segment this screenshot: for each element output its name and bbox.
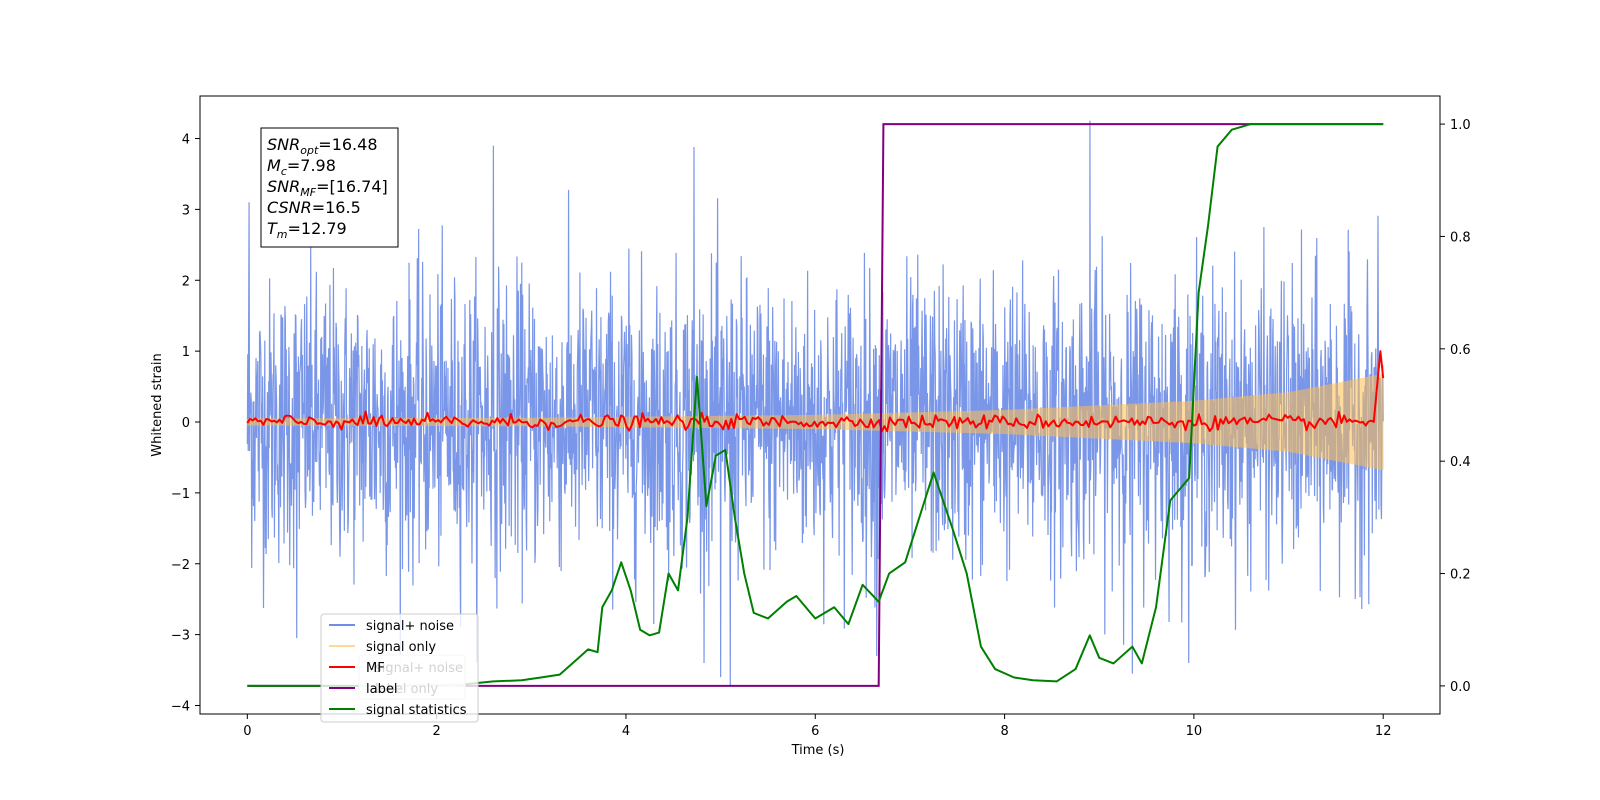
x-tick-label: 4 [622,724,630,739]
annotation-value: =7.98 [287,156,336,175]
plot-frame [199,95,1441,715]
series-signal-statistics [247,123,1384,687]
y-axis-right: 0.0 0.2 0.4 0.6 0.8 1.0 [1440,118,1471,695]
annotation-line: CSNR=16.5 [267,198,361,217]
y-tick-label-right: 0.6 [1450,343,1471,358]
annotation-subscript: MF [300,186,316,199]
y-tick-label-left: 0 [182,416,190,431]
x-axis-label: Time (s) [791,743,845,758]
annotation-symbol: M [267,156,281,175]
annotation-symbol: SNR [267,135,300,154]
annotation-value: =16.48 [318,135,377,154]
y-tick-label-left: 4 [182,133,190,148]
x-axis: 0 2 4 6 8 10 12 [243,714,1391,739]
annotation-value: =16.5 [312,198,361,217]
annotation-box: SNRopt=16.48Mc=7.98SNRMF=[16.74]CSNR=16.… [260,127,399,248]
x-tick-label: 2 [433,724,441,739]
annotation-symbol: CSNR [267,198,312,217]
annotation-subscript: opt [300,144,319,157]
annotation-line: SNRMF=[16.74] [267,177,388,199]
annotation-frame [260,127,399,248]
annotation-value: =[16.74] [316,177,388,196]
legend-label: signal+ noise [366,619,454,634]
y-tick-label-right: 0.2 [1450,568,1471,583]
annotation-value: =12.79 [288,219,347,238]
legend-label: MF [366,661,385,676]
x-tick-label: 12 [1375,724,1392,739]
x-tick-label: 6 [811,724,819,739]
plot-area [246,120,1385,687]
y-tick-label-right: 0.8 [1450,230,1471,245]
y-axis-label: Whitened strain [150,353,165,456]
annotation-symbol: T [267,219,278,238]
y-tick-label-right: 1.0 [1450,118,1471,133]
annotation-symbol: SNR [267,177,300,196]
annotation-line: SNRopt=16.48 [267,135,378,157]
legend-label: label [366,682,397,697]
y-tick-label-left: −1 [171,487,190,502]
y-tick-label-left: 3 [182,203,190,218]
y-tick-label-right: 0.4 [1450,455,1471,470]
annotation-line: Mc=7.98 [267,156,336,178]
legend-label: signal statistics [366,703,467,718]
y-tick-label-left: −4 [171,699,190,714]
annotation-subscript: c [281,165,287,178]
y-tick-label-left: 2 [182,274,190,289]
series-label [247,123,1384,687]
y-tick-label-left: −3 [171,629,190,644]
x-tick-label: 10 [1186,724,1203,739]
y-tick-label-left: −2 [171,558,190,573]
annotation-line: Tm=12.79 [267,219,347,241]
x-tick-label: 8 [1000,724,1008,739]
annotation-subscript: m [277,228,288,241]
legend-frame [320,613,479,723]
y-axis-left: −4 −3 −2 −1 0 1 2 3 4 [171,133,200,714]
y-tick-label-left: 1 [182,345,190,360]
legend-label: signal only [366,640,436,655]
legend: signal+ noise signal only MF label signal st… [320,613,479,723]
x-tick-label: 0 [243,724,251,739]
y-tick-label-right: 0.0 [1450,680,1471,695]
